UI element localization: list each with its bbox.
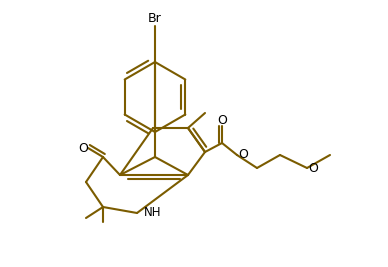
Text: Br: Br [148, 11, 162, 25]
Text: O: O [238, 148, 248, 162]
Text: O: O [308, 162, 318, 175]
Text: NH: NH [144, 206, 162, 219]
Text: O: O [78, 142, 88, 155]
Text: O: O [217, 113, 227, 127]
